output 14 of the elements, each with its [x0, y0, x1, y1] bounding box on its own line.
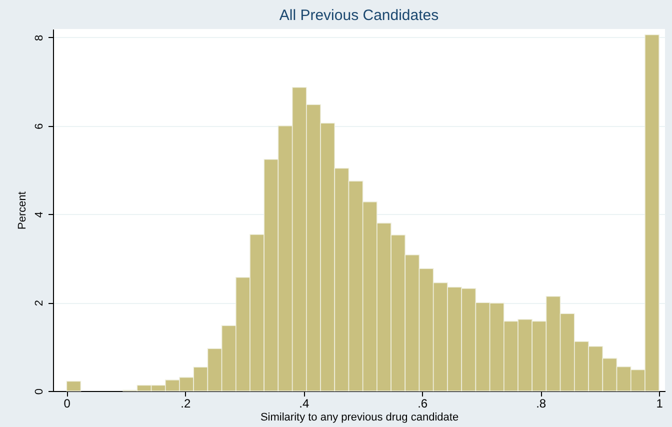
x-tick-label: .8: [536, 396, 546, 410]
y-tick-label: 2: [34, 300, 46, 306]
x-tick-label: .4: [299, 396, 310, 410]
x-axis-title: Similarity to any previous drug candidate: [260, 412, 459, 424]
chart-title: All Previous Candidates: [279, 7, 439, 24]
y-tick-label: 4: [34, 212, 46, 218]
x-tick-label: 1: [656, 396, 664, 410]
x-tick-label: .2: [180, 396, 191, 410]
x-tick-label: 0: [64, 396, 71, 410]
y-tick-label: 6: [34, 123, 46, 130]
y-axis-title: Percent: [16, 192, 28, 230]
y-tick-label: 0: [34, 388, 46, 395]
x-tick-label: .6: [418, 396, 428, 410]
y-tick-label: 8: [34, 34, 46, 41]
